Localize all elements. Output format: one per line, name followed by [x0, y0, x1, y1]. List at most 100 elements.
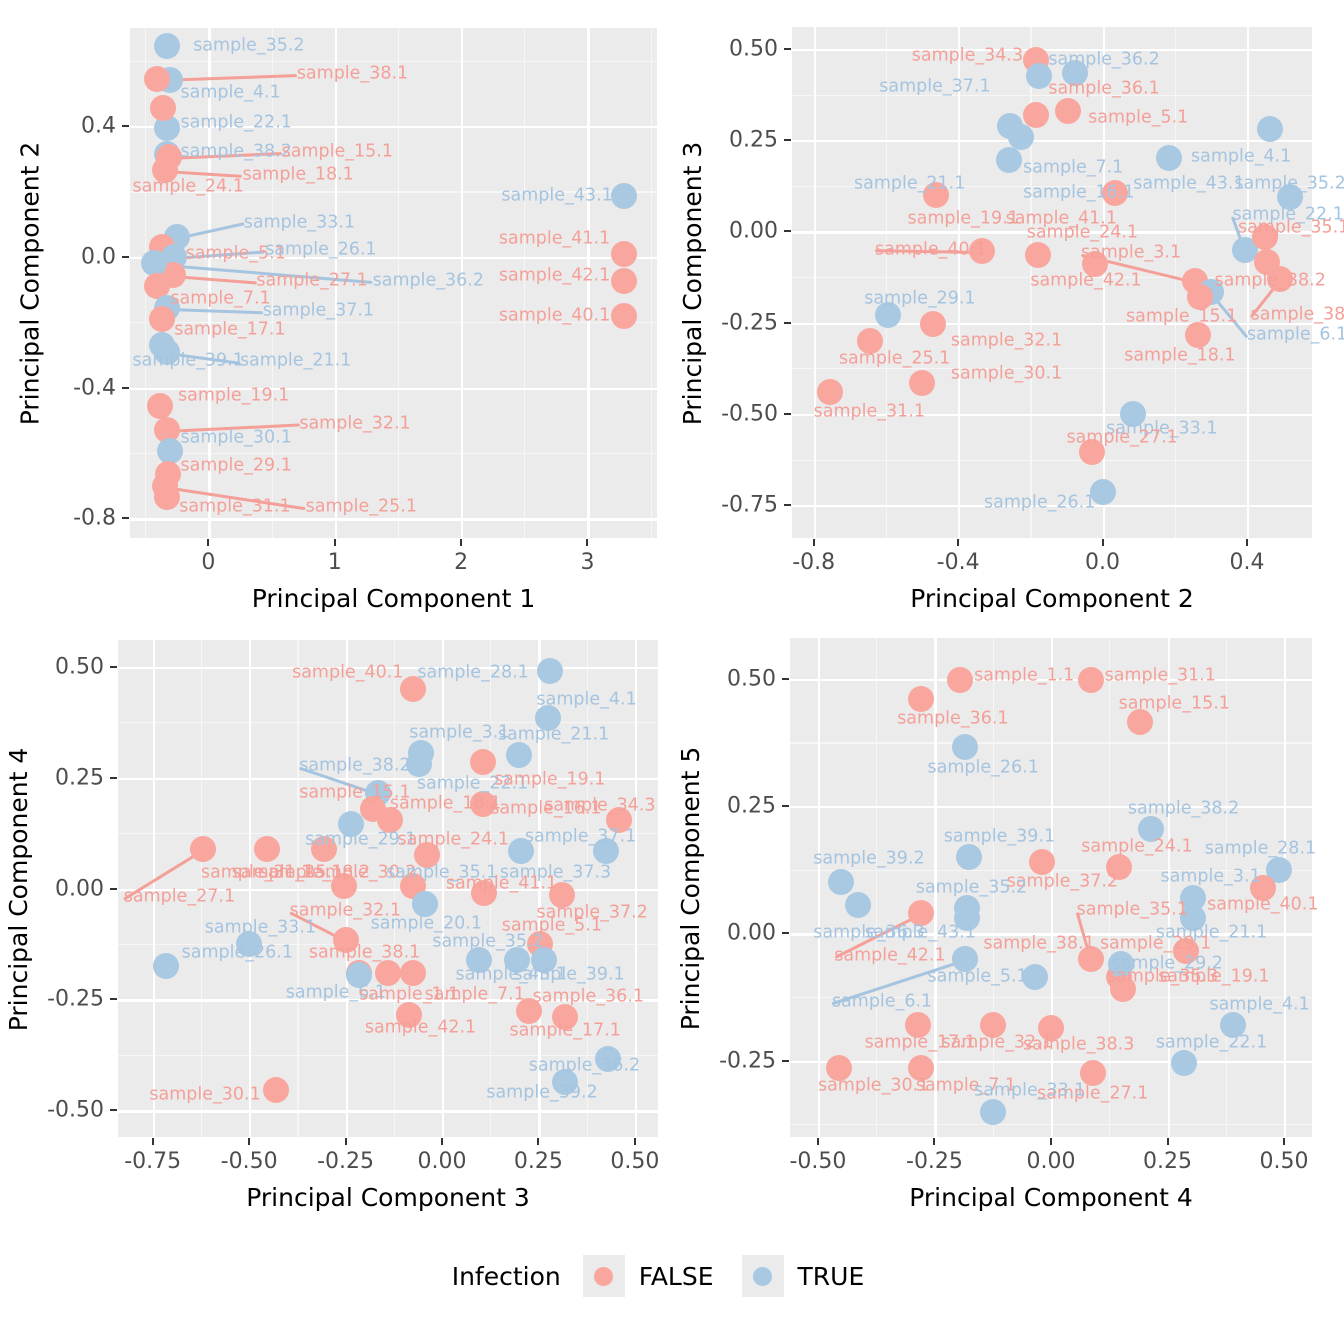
point-label: sample_39.1: [513, 964, 625, 985]
axis-tick-label-x: -0.75: [124, 1149, 182, 1174]
data-point: [1170, 1050, 1197, 1077]
data-point: [611, 240, 638, 267]
point-label: sample_27.1: [256, 270, 368, 291]
data-point: [907, 1055, 934, 1082]
point-label: sample_32.1: [941, 1032, 1053, 1053]
data-point: [338, 811, 365, 838]
data-point: [515, 997, 542, 1024]
axis-tick-mark-x: [586, 539, 589, 546]
point-label: sample_26.1: [265, 239, 377, 260]
legend-key-false[interactable]: [582, 1255, 625, 1297]
axis-tick-mark-x: [1101, 539, 1104, 546]
point-label: sample_21.1: [1155, 922, 1268, 943]
point-label: sample_19.1: [494, 769, 606, 790]
data-point: [954, 905, 981, 932]
point-label: sample_33.1: [204, 917, 317, 938]
axis-tick-label-x: 0.25: [1143, 1149, 1193, 1174]
data-point: [1102, 180, 1129, 207]
data-point: [592, 837, 619, 864]
point-label: sample_24.1: [1081, 836, 1193, 856]
gridline-major-vertical: [1247, 27, 1250, 538]
point-label: sample_33.1: [1106, 417, 1218, 438]
gridline-minor-horizontal: [130, 453, 657, 455]
point-label: sample_35.2: [432, 931, 544, 951]
data-point: [311, 835, 338, 862]
axis-tick-label-x: -0.4: [936, 550, 980, 575]
axis-tick-label-y: -0.8: [73, 505, 116, 531]
data-point: [263, 1077, 290, 1104]
legend-label-true: TRUE: [797, 1261, 865, 1291]
data-point: [1008, 123, 1035, 150]
axis-title-y: Principal Component 5: [675, 746, 705, 1030]
point-label: sample_39.2: [813, 848, 925, 869]
data-point: [816, 379, 843, 405]
point-label: sample_24.1: [397, 828, 509, 849]
axis-tick-label-y: 0.50: [729, 36, 778, 62]
point-label: sample_3.1: [1080, 242, 1182, 263]
legend-key-true[interactable]: [741, 1255, 784, 1297]
data-point: [1055, 97, 1082, 124]
data-point: [844, 892, 871, 919]
gridline-minor-vertical: [1174, 27, 1176, 538]
point-label: sample_29.1: [1099, 932, 1212, 953]
gridline-major-horizontal: [792, 505, 1312, 508]
point-label: sample_7.1: [424, 984, 525, 1005]
data-point: [1266, 265, 1293, 292]
data-point: [552, 1068, 579, 1095]
axis-tick-label-y: 0.50: [55, 654, 104, 680]
data-point: [236, 930, 263, 957]
data-point: [1077, 667, 1104, 694]
axis-tick-mark-x: [207, 539, 210, 546]
point-label: sample_37.3: [499, 862, 612, 883]
point-label: sample_24.1: [1026, 222, 1139, 243]
point-label: sample_42.1: [834, 945, 946, 966]
legend-title: Infection: [451, 1261, 561, 1291]
point-label: sample_19.1: [178, 385, 290, 406]
axis-tick-mark-x: [933, 1138, 936, 1145]
data-point: [1138, 815, 1165, 842]
point-label: sample_35.2: [1234, 173, 1344, 194]
data-point: [157, 438, 184, 465]
data-point: [332, 926, 359, 953]
point-label: sample_22.1: [1232, 204, 1344, 225]
axis-tick-mark-x: [344, 1138, 347, 1145]
data-point: [330, 873, 357, 900]
plot-area-4: sample_1.1 sample_31.1 sample_36.1 sample_1…: [790, 638, 1318, 1137]
data-point: [465, 946, 492, 973]
axis-tick-mark-x: [460, 539, 463, 546]
point-label: sample_4.1: [1191, 145, 1292, 166]
point-label: sample_30.1: [149, 1084, 261, 1105]
point-label: sample_39.1: [943, 825, 1056, 846]
data-point: [856, 327, 883, 354]
data-point: [825, 1055, 852, 1082]
axis-tick-label-x: 0.4: [1229, 550, 1265, 575]
axis-tick-mark-x: [537, 1138, 540, 1145]
gridline-major-horizontal: [118, 999, 658, 1002]
data-point: [469, 749, 496, 776]
data-point: [828, 869, 855, 896]
point-label: sample_36.2: [372, 270, 484, 291]
gridline-major-horizontal: [130, 126, 657, 129]
axis-tick-mark-x: [441, 1138, 443, 1145]
axis-tick-mark-x: [816, 1138, 819, 1145]
axis-tick-label-y: 0.25: [55, 765, 104, 791]
point-label: sample_32.1: [950, 330, 1063, 351]
point-label: sample_7.1: [915, 1075, 1017, 1096]
data-point: [905, 1011, 932, 1038]
axis-tick-label-x: 0.50: [1259, 1149, 1309, 1174]
data-point: [611, 268, 638, 295]
axis-tick-label-x: -0.25: [317, 1149, 375, 1174]
point-label: sample_31.1: [1104, 665, 1216, 686]
axis-tick-mark-x: [1283, 1138, 1286, 1145]
data-point: [1077, 945, 1104, 972]
axis-tick-label-x: 0.25: [513, 1149, 563, 1174]
axis-tick-mark-y: [110, 998, 117, 1001]
gridline-minor-horizontal: [792, 368, 1312, 370]
axis-tick-label-y: 0.50: [727, 666, 776, 692]
data-point: [508, 837, 535, 864]
point-label: sample_40.1: [292, 662, 404, 683]
point-label: sample_25.1: [838, 348, 951, 369]
point-label: sample_38.1: [983, 932, 1095, 953]
point-label: sample_35.1: [1237, 217, 1344, 237]
